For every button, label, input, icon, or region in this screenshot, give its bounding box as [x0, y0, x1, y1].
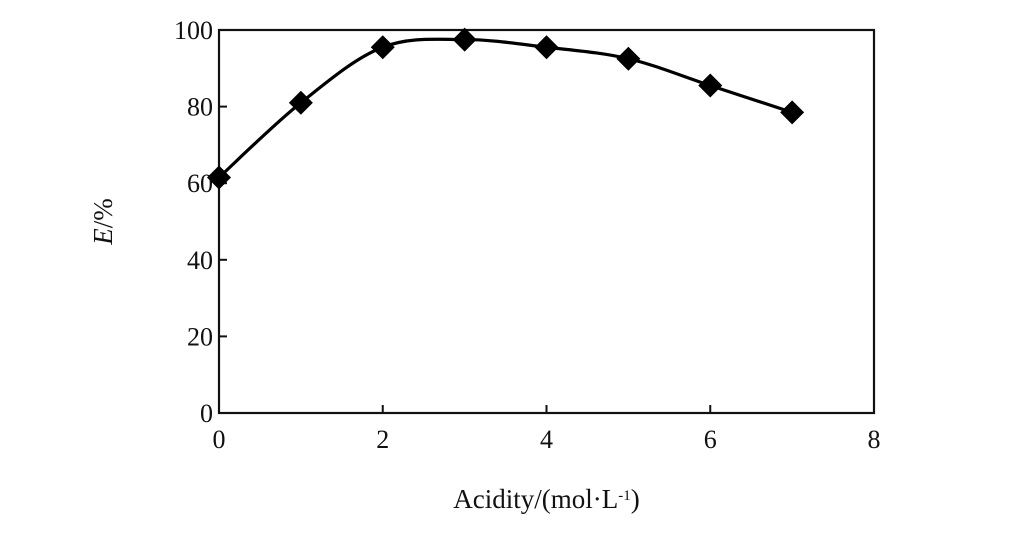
y-tick-label: 40	[187, 246, 213, 275]
y-tick-label: 80	[187, 93, 213, 122]
markers	[207, 27, 805, 190]
y-axis-title-symbol: E	[88, 228, 118, 246]
x-axis-title-superscript: -1	[618, 488, 631, 504]
data-point-marker	[780, 100, 805, 125]
data-point-marker	[698, 73, 723, 98]
x-tick-label: 4	[540, 425, 553, 454]
x-axis-title: Acidity/(mol·L-1)	[453, 484, 639, 514]
y-tick-label: 100	[174, 16, 213, 45]
y-axis-title-unit: /%	[88, 198, 118, 228]
x-tick-label: 0	[213, 425, 226, 454]
data-point-marker	[616, 46, 641, 71]
x-tick-label: 8	[868, 425, 881, 454]
data-point-marker	[452, 27, 477, 52]
y-axis-title: E/%	[88, 198, 118, 246]
axes	[217, 28, 876, 415]
data-point-marker	[534, 35, 559, 60]
y-tick-label: 60	[187, 169, 213, 198]
y-tick-label: 20	[187, 322, 213, 351]
data-point-marker	[370, 35, 395, 60]
plot-frame	[217, 28, 876, 415]
y-tick-label: 0	[200, 399, 213, 428]
x-axis-title-close: )	[631, 484, 640, 514]
x-tick-label: 6	[704, 425, 717, 454]
data-point-marker	[207, 165, 231, 190]
x-axis-title-main: Acidity/(mol·L	[453, 484, 618, 514]
x-tick-label: 2	[376, 425, 389, 454]
data-point-marker	[288, 90, 313, 115]
